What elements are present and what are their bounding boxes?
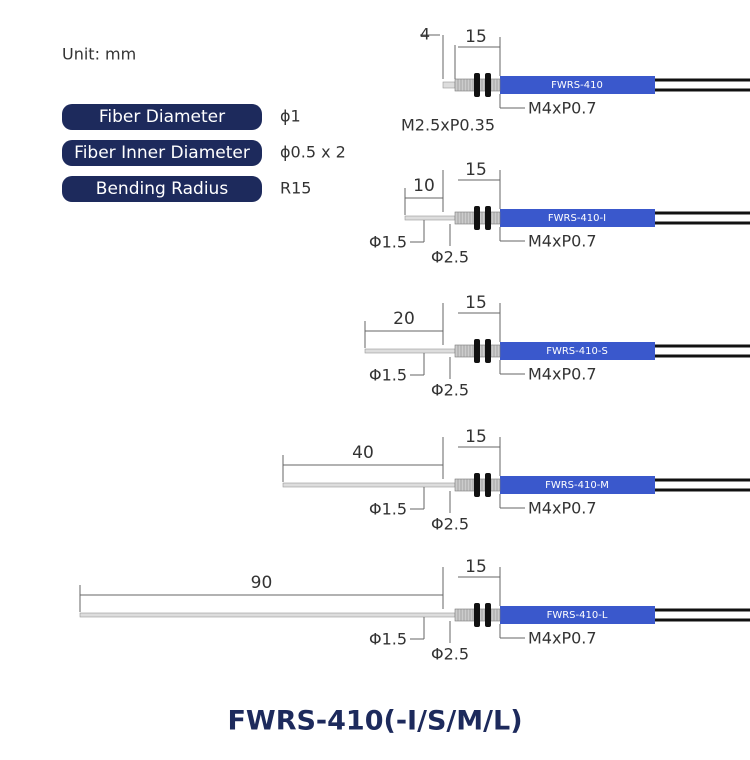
body-length: 15: [465, 160, 487, 180]
spec-label: Bending Radius: [96, 179, 229, 199]
unit: Unit: mm: [62, 45, 136, 64]
spec-label: Fiber Diameter: [99, 107, 225, 127]
spec-value: R15: [280, 179, 311, 198]
nut: [474, 206, 480, 230]
nut: [474, 603, 480, 627]
sleeve: [500, 209, 655, 227]
nut: [485, 473, 491, 497]
thread-spec: M2.5xP0.35: [401, 116, 495, 135]
nut-thread: M4xP0.7: [528, 629, 597, 648]
sleeve: [500, 342, 655, 360]
model: FWRS-410-L: [547, 610, 608, 621]
nut: [474, 73, 480, 97]
tip-length: 4: [420, 25, 430, 44]
sleeve: [500, 76, 655, 94]
tip: [442, 81, 456, 89]
nut-thread: M4xP0.7: [528, 99, 597, 118]
nut: [474, 473, 480, 497]
spec-value: ϕ1: [280, 107, 301, 126]
nut: [485, 206, 491, 230]
nut-thread: M4xP0.7: [528, 365, 597, 384]
body-length: 15: [465, 27, 487, 47]
nut: [474, 339, 480, 363]
model: FWRS-410: [551, 80, 603, 91]
model: FWRS-410-I: [548, 213, 606, 224]
footer-title: FWRS-410(-I/S/M/L): [227, 706, 522, 737]
tip-diameter: Φ1.5: [369, 366, 407, 385]
nut: [485, 339, 491, 363]
tip-length: 10: [413, 176, 435, 196]
body-length: 15: [465, 557, 487, 577]
tip: [79, 612, 456, 618]
model: FWRS-410-M: [545, 480, 609, 491]
nut: [485, 73, 491, 97]
nut: [485, 603, 491, 627]
tip: [282, 482, 456, 488]
body-diameter: Φ2.5: [431, 515, 469, 534]
sleeve: [500, 476, 655, 494]
tip-length: 40: [352, 443, 374, 463]
spec-pill: [62, 176, 262, 202]
tip-diameter: Φ1.5: [369, 630, 407, 649]
sleeve: [500, 606, 655, 624]
body-diameter: Φ2.5: [431, 645, 469, 664]
spec-value: ϕ0.5 x 2: [280, 143, 346, 162]
tip-length: 90: [251, 573, 273, 593]
tip-diameter: Φ1.5: [369, 233, 407, 252]
tip-length: 20: [393, 309, 415, 329]
body-diameter: Φ2.5: [431, 248, 469, 267]
tip: [404, 215, 456, 221]
spec-label: Fiber Inner Diameter: [74, 143, 250, 163]
tip-diameter: Φ1.5: [369, 500, 407, 519]
spec-pill: [62, 104, 262, 130]
model: FWRS-410-S: [546, 346, 608, 357]
nut-thread: M4xP0.7: [528, 232, 597, 251]
nut-thread: M4xP0.7: [528, 499, 597, 518]
tip: [364, 348, 456, 354]
body-length: 15: [465, 293, 487, 313]
body-length: 15: [465, 427, 487, 447]
body-diameter: Φ2.5: [431, 381, 469, 400]
spec-pill: [62, 140, 262, 166]
